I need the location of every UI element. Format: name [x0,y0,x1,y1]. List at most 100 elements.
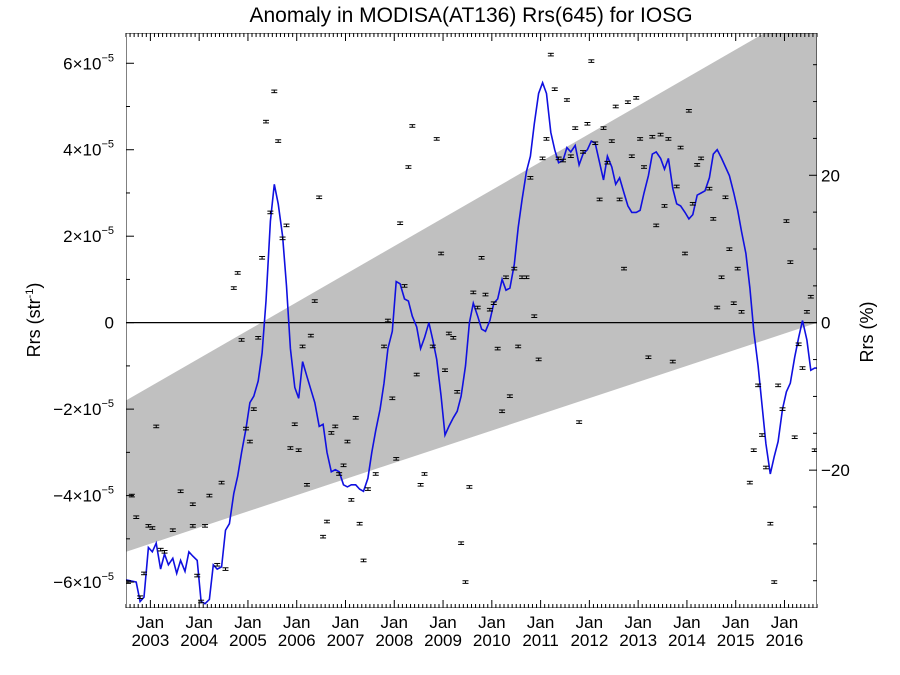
data-point [189,502,196,507]
y-left-tick-label: 6×10−5 [63,52,114,73]
data-point [527,176,534,180]
tick-mantissa: 2×10 [63,227,101,246]
left-y-axis-title-superscript: -1 [24,289,36,299]
x-tick-label-month: Jan [771,613,798,632]
data-point [307,333,314,338]
x-tick-label-year: 2014 [668,631,706,650]
data-point [458,541,465,545]
data-point [470,290,477,295]
y-left-tick-label: 0 [105,314,114,333]
data-point [222,567,229,571]
tick-mantissa: −2×10 [53,400,101,419]
tick-exponent: −5 [101,225,114,237]
left-y-axis-title: Rrs (str-1) [24,283,44,358]
data-point [681,251,688,256]
data-point [267,210,274,215]
x-tick-label-year: 2016 [766,631,804,650]
data-point [523,275,530,280]
data-point [372,472,379,476]
data-point [344,439,351,444]
data-point [356,521,363,526]
data-point [336,472,343,476]
plot-area [126,33,817,608]
data-point [364,487,371,491]
data-point [275,139,282,143]
data-point [438,251,445,256]
data-point [271,89,278,94]
data-point [238,338,245,342]
data-point [299,344,306,349]
data-point [429,344,436,349]
data-point [214,562,221,567]
y-left-tick-label: 4×10−5 [63,139,114,160]
monthly-anomaly-points [126,52,817,604]
data-point [762,465,769,470]
x-tick-label-month: Jan [673,613,700,632]
right-y-axis-title: Rrs (%) [857,302,877,363]
data-point [657,132,664,137]
data-point [665,137,672,141]
data-point [714,305,721,310]
y-right-tick-label: −20 [821,461,850,480]
data-point [291,422,298,427]
x-tick-label-month: Jan [283,613,310,632]
data-point [689,201,696,206]
data-point [283,223,290,228]
data-point [787,260,794,264]
data-point [393,457,400,461]
data-point [616,197,623,202]
data-point [750,448,757,452]
data-point [494,346,501,351]
data-point [685,109,692,113]
tick-mantissa: −6×10 [53,573,101,592]
left-y-axis: 6×10−54×10−52×10−50−2×10−5−4×10−5−6×10−5 [53,52,134,592]
data-point [153,424,160,429]
data-point [803,310,810,314]
data-point [161,549,168,554]
data-point [328,431,335,435]
data-point [462,580,469,584]
data-point [133,515,140,520]
y-right-tick-label: 20 [821,166,840,185]
data-point [202,524,209,528]
x-tick-label-year: 2012 [570,631,608,650]
data-point [137,595,144,599]
x-tick-label-year: 2007 [327,631,365,650]
data-point [669,359,676,364]
data-point [767,521,774,526]
data-point [653,223,660,228]
tick-mantissa: 4×10 [63,141,101,160]
data-point [612,104,619,109]
data-point [323,519,330,524]
data-point [320,534,327,539]
data-point [189,524,196,528]
data-point [255,335,262,340]
data-point [755,383,762,388]
x-tick-label-year: 2010 [473,631,511,650]
data-point [421,472,428,476]
data-point [340,463,347,468]
data-point [250,407,257,411]
y-left-tick-label: −4×10−5 [53,485,114,506]
data-point [384,318,391,323]
data-point [409,124,416,128]
y-left-tick-label: −2×10−5 [53,398,114,419]
data-point [511,266,518,271]
tick-exponent: −5 [101,139,114,151]
x-tick-label-year: 2004 [180,631,218,650]
data-point [230,286,237,290]
data-point [316,195,323,200]
data-point [726,247,733,251]
x-tick-label-month: Jan [722,613,749,632]
data-point [645,355,652,360]
data-point [194,573,201,578]
data-point [551,87,558,92]
x-tick-label-month: Jan [332,613,359,632]
data-point [397,221,404,226]
data-point [169,528,176,532]
data-point [600,126,607,130]
data-point [311,299,318,303]
data-point [734,266,741,271]
data-point [738,310,745,314]
